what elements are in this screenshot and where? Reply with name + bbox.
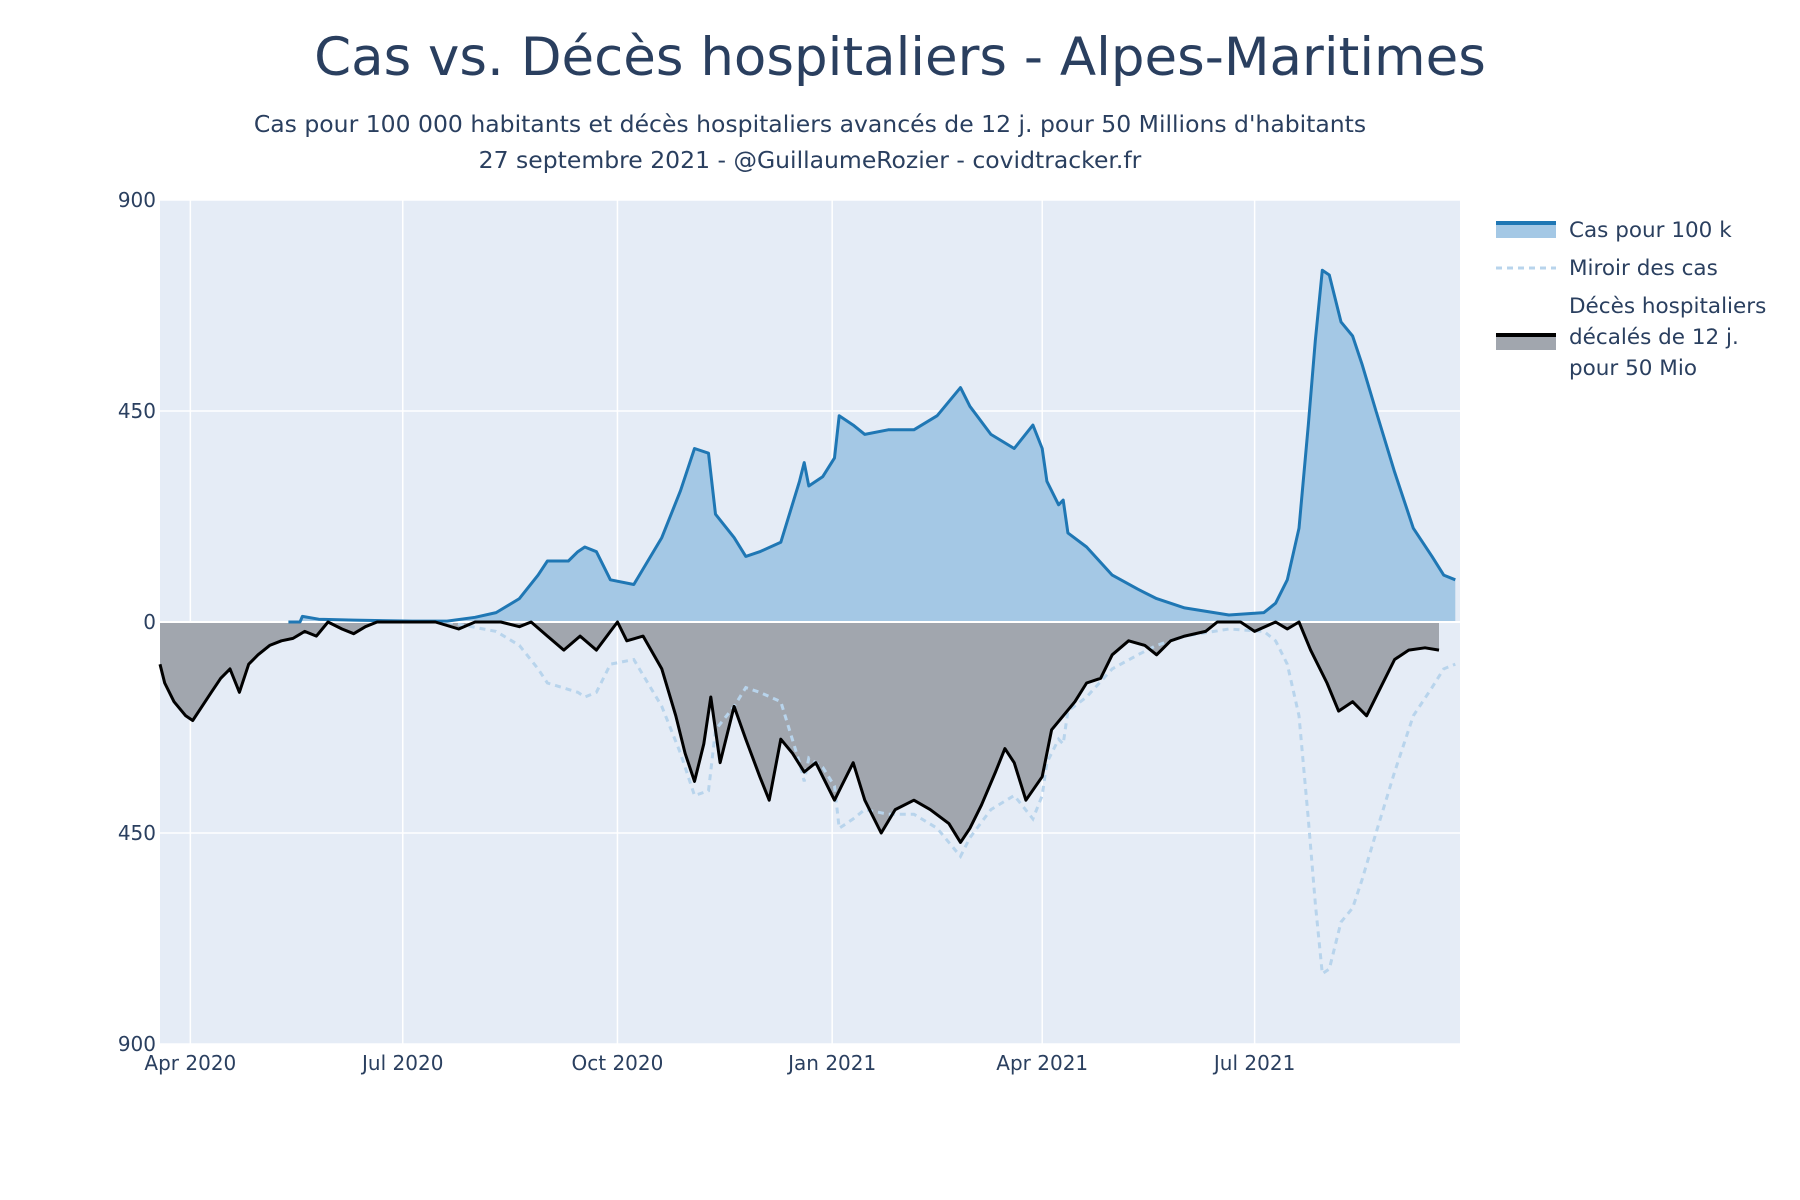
y-axis-ticks: 900 450 0 450 900 [118,188,156,1056]
chart-subtitle-line1: Cas pour 100 000 habitants et décès hosp… [254,110,1366,138]
x-tick-label: Jan 2021 [786,1051,876,1075]
legend-mirror-label: Miroir des cas [1569,256,1718,281]
y-tick-label: 900 [118,1032,156,1056]
chart-subtitle-line2: 27 septembre 2021 - @GuillaumeRozier - c… [479,146,1142,174]
x-tick-label: Oct 2020 [572,1051,664,1075]
legend-deaths-swatch [1496,334,1556,350]
x-axis-ticks: Apr 2020 Jul 2020 Oct 2020 Jan 2021 Apr 2021… [144,1051,1295,1075]
legend-cases-swatch [1496,222,1556,238]
legend-deaths-label-line3: pour 50 Mio [1569,356,1697,381]
legend[interactable]: Cas pour 100 k Miroir des cas Décès hosp… [1496,218,1766,381]
legend-item-cases[interactable]: Cas pour 100 k [1496,218,1732,243]
legend-item-deaths[interactable]: Décès hospitaliers décalés de 12 j. pour… [1496,294,1766,381]
chart-title: Cas vs. Décès hospitaliers - Alpes-Marit… [314,27,1486,88]
x-tick-label: Apr 2021 [996,1051,1088,1075]
x-tick-label: Jul 2020 [360,1051,443,1075]
deaths-area-fill [160,622,1439,843]
x-tick-label: Jul 2021 [1212,1051,1295,1075]
legend-deaths-label-line1: Décès hospitaliers [1569,294,1766,319]
x-tick-label: Apr 2020 [144,1051,236,1075]
y-tick-label: 450 [118,821,156,845]
cases-area-fill [288,270,1456,622]
legend-cases-label: Cas pour 100 k [1569,218,1732,243]
y-tick-label: 0 [143,610,156,634]
y-tick-label: 900 [118,188,156,212]
legend-deaths-label-line2: décalés de 12 j. [1569,325,1739,350]
legend-item-mirror[interactable]: Miroir des cas [1496,256,1718,281]
y-gridlines [160,199,1460,1045]
cases-line [288,268,1456,624]
deaths-line [158,620,1440,844]
y-tick-label: 450 [118,399,156,423]
